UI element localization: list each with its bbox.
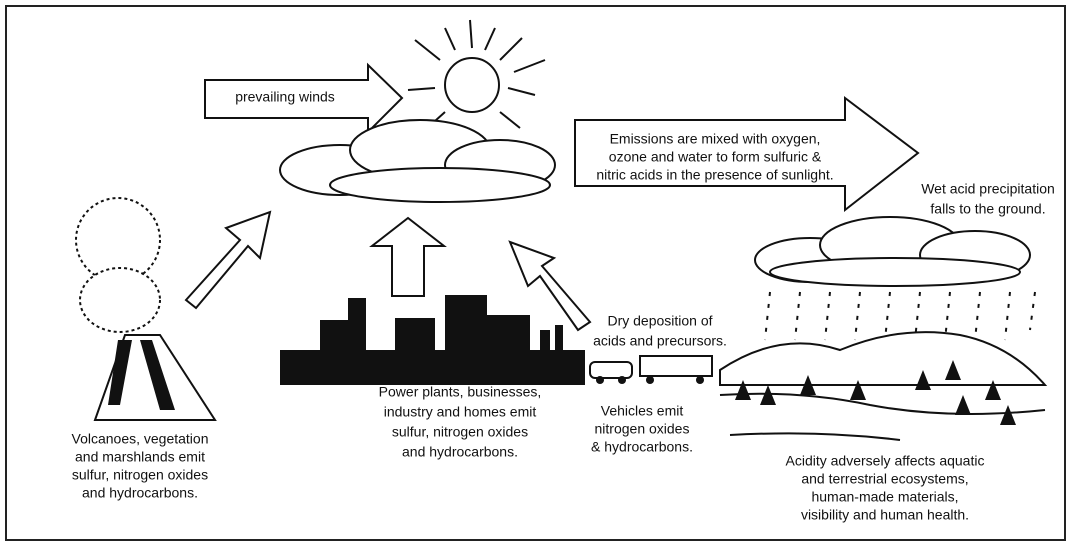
wet-label: Wet acid precipitation [921,181,1055,197]
center-up-arrow [369,216,447,297]
dry-label: acids and precursors. [593,333,727,349]
volcanoes-label: and hydrocarbons. [82,485,198,501]
city [280,295,585,385]
landscape [719,331,1048,441]
power-label: and hydrocarbons. [402,444,518,460]
dry-label: Dry deposition of [607,313,712,329]
wet-label: falls to the ground. [930,201,1045,217]
acidity-label: Acidity adversely affects aquatic [786,453,985,469]
power-label: sulfur, nitrogen oxides [392,424,528,440]
acidity-label: visibility and human health. [801,507,969,523]
emissions-label: nitric acids in the presence of sunlight… [596,167,833,183]
volcanoes-label: sulfur, nitrogen oxides [72,467,208,483]
frame [5,5,1066,541]
volcanoes-label: Volcanoes, vegetation [72,431,209,447]
vehicles-label: Vehicles emit [601,403,684,419]
sun [407,19,546,131]
vehicles-label: & hydrocarbons. [591,439,693,455]
power-label: industry and homes emit [384,404,537,420]
acidity-label: and terrestrial ecosystems, [801,471,968,487]
vehicles [589,355,713,384]
wind-arrow [204,62,404,135]
acidity-label: human-made materials, [811,489,958,505]
left-up-arrow [184,210,272,310]
power-label: Power plants, businesses, [379,384,542,400]
top-cloud [279,119,556,203]
emissions-label: ozone and water to form sulfuric & [609,149,822,165]
rain [764,291,1036,341]
vehicles-label: nitrogen oxides [595,421,690,437]
emissions-arrow [574,95,920,213]
rain-cloud [754,216,1031,287]
labels: prevailing winds Emissions are mixed with… [72,89,1055,523]
volcano [75,197,217,421]
volcanoes-label: and marshlands emit [75,449,205,465]
right-up-arrow [508,240,592,332]
emissions-label: Emissions are mixed with oxygen, [610,131,821,147]
winds-label: prevailing winds [235,89,335,105]
